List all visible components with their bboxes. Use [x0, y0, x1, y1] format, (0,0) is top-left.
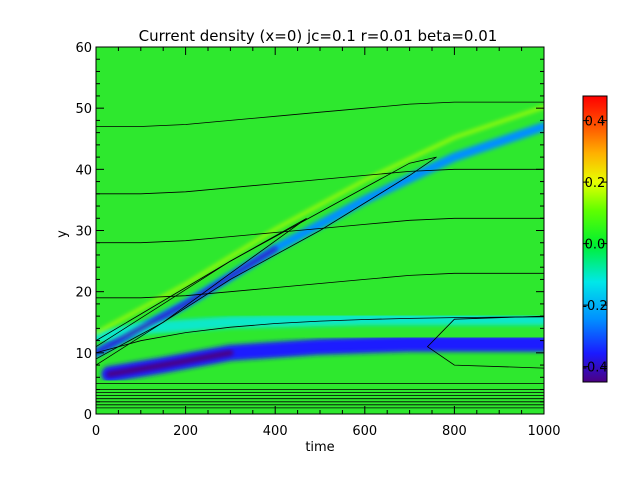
contour-line	[96, 101, 544, 127]
colorbar-tick-label: 0.2	[585, 176, 606, 191]
colorbar-tick-label: -0.2	[582, 299, 607, 314]
contour-line	[96, 168, 544, 195]
colorbar: 0.4 0.2 0.0 -0.2 -0.4	[582, 95, 608, 383]
y-tick-label: 40	[75, 163, 92, 178]
y-axis-label: y	[55, 230, 70, 238]
x-tick-label: 400	[263, 424, 288, 439]
y-tick-label: 60	[75, 41, 92, 56]
x-tick-label: 800	[442, 424, 467, 439]
y-tick-label: 50	[75, 102, 92, 117]
chart-title: Current density (x=0) jc=0.1 r=0.01 beta…	[139, 27, 498, 45]
y-tick-label: 30	[75, 225, 92, 240]
field-positive-fringe	[96, 105, 544, 335]
contour-line	[96, 316, 544, 354]
field-band-3	[96, 313, 544, 344]
contour-line	[426, 315, 544, 369]
contour-line	[96, 217, 544, 244]
x-tick-label: 0	[92, 424, 100, 439]
colorbar-tick-label: 0.0	[585, 238, 606, 253]
x-axis-label: time	[305, 440, 334, 455]
y-tick-label: 10	[75, 347, 92, 362]
y-tick-label: 20	[75, 286, 92, 301]
colorbar-tick-label: 0.4	[585, 115, 606, 130]
x-tick-label: 200	[173, 424, 198, 439]
field-band-core	[106, 349, 234, 378]
colorbar-tick-label: -0.4	[582, 361, 607, 376]
field-ridge-core	[96, 246, 278, 355]
plot-area: 0 200 400 600 800 1000 0 10 20 30 40 50 60	[75, 41, 560, 439]
contour-line	[96, 156, 437, 366]
colorbar-gradient	[582, 95, 608, 383]
y-tick-label: 0	[84, 408, 92, 423]
x-tick-label: 600	[352, 424, 377, 439]
x-tick-label: 1000	[527, 424, 560, 439]
